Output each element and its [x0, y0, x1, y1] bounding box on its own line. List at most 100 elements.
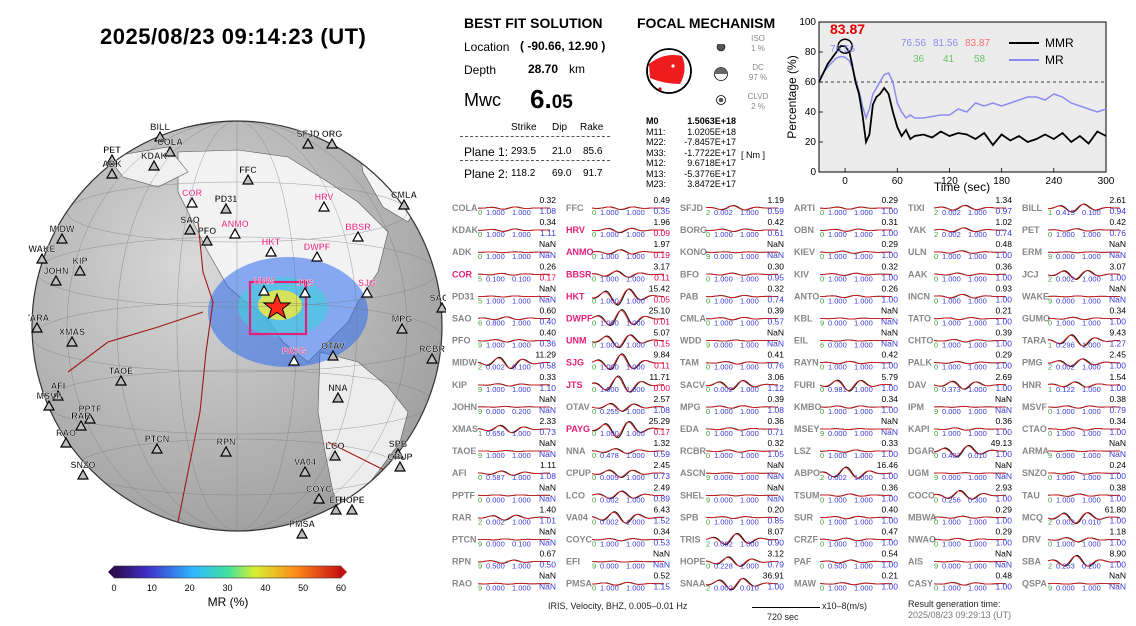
trace-vr-value: 11.71: [649, 372, 670, 382]
trace-mr-value: NaN: [1109, 582, 1126, 592]
trace-dgar: DGAR 49.131.00 0 0.407 0.010: [908, 438, 1012, 460]
synthetic-waveform: [591, 469, 664, 478]
trace-weight-a: 1.000: [714, 517, 733, 526]
trace-station: GUMO: [1022, 314, 1050, 324]
trace-mr-value: 0.19: [653, 250, 670, 260]
trace-coyc: COYC 0.340.53 0 1.000 1.000: [566, 527, 670, 549]
trace-weight-flag: 9: [1048, 584, 1052, 593]
station-triangle-icon: [360, 286, 374, 298]
station-triangle-icon: [185, 196, 199, 208]
station-hrv: HRV: [314, 192, 334, 212]
trace-mr-value: 0.17: [539, 272, 556, 282]
clvd-pct: 2 %: [751, 102, 765, 111]
trace-weight-a: 1.000: [486, 230, 505, 239]
trace-weight-b: 1.000: [854, 495, 873, 504]
station-label: FFC: [239, 165, 257, 175]
trace-mr-value: 0.09: [653, 228, 670, 238]
station-label: PD31: [215, 194, 238, 204]
trace-vr-value: NaN: [995, 460, 1012, 470]
station-pd31: PD31: [215, 194, 238, 214]
station-sacv: SACV: [429, 293, 446, 313]
synthetic-waveform: [477, 425, 550, 433]
trace-weight-b: 1.000: [512, 584, 531, 593]
trace-weight-a: 1.000: [600, 274, 619, 283]
trace-weight-a: 1.000: [828, 296, 847, 305]
colorbar-tick: 40: [260, 583, 270, 593]
synthetic-waveform: [934, 538, 1006, 541]
trace-pab: PAB 0.320.74 0 1.000 1.000: [680, 283, 784, 305]
trace-jcj: JCJ 3.071.00 2 0.002 1.000: [1022, 261, 1126, 283]
trace-mr-value: 1.00: [881, 383, 898, 393]
trace-weight-b: 1.000: [740, 517, 759, 526]
trace-weight-flag: 0: [1048, 407, 1052, 416]
synthetic-waveform: [478, 538, 550, 541]
trace-vr-value: 0.48: [995, 571, 1012, 581]
synthetic-waveform: [478, 272, 550, 276]
trace-weight-b: 1.000: [1082, 341, 1101, 350]
trace-weight-flag: 0: [934, 252, 938, 261]
trace-station: COCO: [908, 490, 935, 500]
trace-weight-b: 1.000: [968, 319, 987, 328]
trace-weight-flag: 0: [820, 584, 824, 593]
peak-marker: [837, 38, 853, 54]
trace-station: IPM: [908, 402, 924, 412]
trace-vr-value: NaN: [539, 394, 556, 404]
trace-vr-value: NaN: [995, 394, 1012, 404]
trace-station: QSPA: [1022, 579, 1047, 589]
trace-weight-a: 0.009: [600, 473, 619, 482]
synthetic-waveform: [933, 227, 1006, 233]
trace-vr-value: NaN: [1109, 283, 1126, 293]
trace-weight-flag: 0: [592, 584, 596, 593]
trace-station: OBN: [794, 225, 814, 235]
trace-station: COLA: [452, 203, 478, 213]
trace-mr-value: 1.00: [995, 538, 1012, 548]
trace-weight-flag: 0: [820, 296, 824, 305]
trace-station: CPUP: [566, 468, 591, 478]
synthetic-waveform: [819, 405, 892, 409]
trace-weight-b: 1.000: [968, 584, 987, 593]
trace-weight-a: 1.000: [600, 540, 619, 549]
trace-mr-value: 1.00: [995, 427, 1012, 437]
trace-vr-value: 0.38: [1109, 394, 1126, 404]
trace-weight-b: 1.000: [1082, 363, 1101, 372]
trace-weight-a: 1.000: [828, 363, 847, 372]
trace-weight-b: 1.000: [968, 517, 987, 526]
trace-vr-value: 2.45: [653, 460, 670, 470]
trace-vr-value: 0.29: [995, 504, 1012, 514]
trace-station: MSVF: [1022, 402, 1048, 412]
plane2-strike: 118.2: [511, 168, 536, 179]
iso-label: ISO: [751, 34, 765, 43]
station-triangle-icon: [65, 335, 79, 347]
trace-station: PMSA: [566, 579, 593, 589]
station-triangle-icon: [397, 198, 411, 210]
data-source: IRIS, Velocity, BHZ, 0.005–0.01 Hz: [548, 601, 688, 611]
trace-mr-value: 1.00: [881, 272, 898, 282]
synthetic-waveform: [591, 448, 664, 454]
trace-weight-a: 1.000: [1056, 319, 1075, 328]
station-unm: UNM: [254, 276, 274, 296]
trace-weight-a: 0.407: [942, 451, 961, 460]
station-label: PPTF: [78, 404, 102, 414]
trace-weight-a: 0.478: [600, 451, 619, 460]
trace-station: MIDW: [452, 358, 477, 368]
trace-mr-value: 0.76: [1109, 228, 1126, 238]
trace-station: TIXI: [908, 203, 925, 213]
trace-weight-b: 0.300: [968, 495, 987, 504]
trace-ffc: FFC 0.490.35 0 1.000 1.000: [566, 195, 670, 217]
trace-vr-value: 61.80: [1105, 504, 1127, 514]
trace-weight-b: 1.000: [968, 407, 987, 416]
generation-title: Result generation time:: [908, 599, 1001, 609]
legend-mmr-label: MMR: [1045, 36, 1074, 50]
x-tick-label: 240: [1045, 176, 1062, 187]
trace-weight-a: 0.415: [1056, 208, 1075, 217]
synthetic-waveform: [819, 559, 892, 564]
trace-vr-value: 0.36: [881, 482, 898, 492]
y-tick-label: 100: [799, 17, 816, 28]
trace-vr-value: 0.34: [881, 394, 898, 404]
